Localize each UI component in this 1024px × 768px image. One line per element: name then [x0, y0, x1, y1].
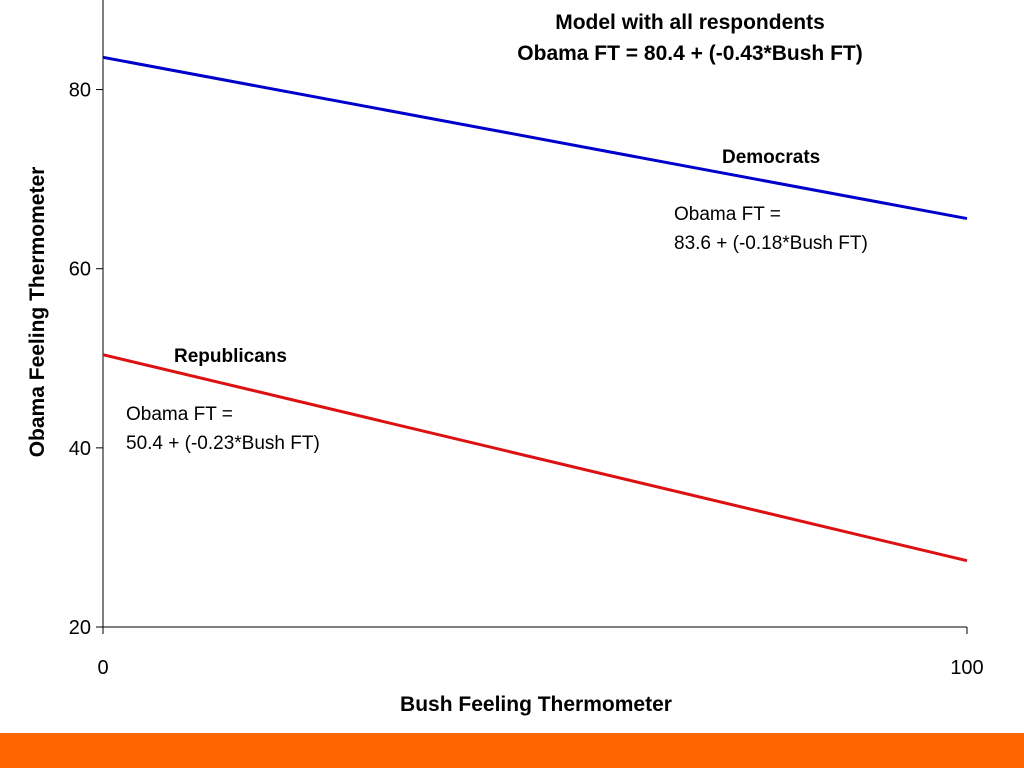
- republicans-label: Republicans: [174, 346, 287, 367]
- republicans-equation-line-1: Obama FT =: [126, 404, 233, 425]
- y-tick-label: 40: [69, 438, 91, 460]
- democrats-label: Democrats: [722, 147, 820, 168]
- x-tick-label: 100: [950, 657, 983, 679]
- y-tick-label: 20: [69, 617, 91, 639]
- republicans-equation-line-2: 50.4 + (-0.23*Bush FT): [126, 433, 320, 454]
- y-tick-label: 80: [69, 80, 91, 102]
- footer-accent-bar: [0, 733, 1024, 768]
- y-axis-label: Obama Feeling Thermometer: [26, 167, 49, 458]
- democrats-equation-line-1: Obama FT =: [674, 204, 781, 225]
- democrats-equation-line-2: 83.6 + (-0.18*Bush FT): [674, 233, 868, 254]
- axes: [102, 0, 967, 628]
- chart-title-line-1: Model with all respondents: [555, 11, 825, 34]
- series-line-democrats: [102, 55, 968, 221]
- x-axis-label: Bush Feeling Thermometer: [400, 693, 672, 716]
- x-tick-label: 0: [97, 657, 108, 679]
- chart-title-line-2: Obama FT = 80.4 + (-0.43*Bush FT): [517, 42, 862, 65]
- y-tick-label: 60: [69, 259, 91, 281]
- series-line-republicans: [102, 353, 968, 563]
